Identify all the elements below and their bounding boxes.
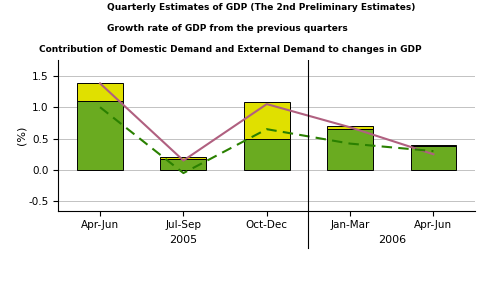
Bar	[160, 157, 206, 159]
Bar	[160, 159, 206, 170]
Bar	[409, 145, 455, 146]
Text: 2005: 2005	[169, 235, 197, 245]
Text: Contribution of Domestic Demand and External Demand to changes in GDP: Contribution of Domestic Demand and Exte…	[39, 45, 421, 54]
Bar	[327, 129, 372, 170]
Bar	[409, 146, 455, 170]
Bar	[243, 102, 289, 138]
Text: Growth rate of GDP from the previous quarters: Growth rate of GDP from the previous qua…	[106, 24, 347, 33]
Bar	[77, 101, 123, 170]
Bar	[327, 126, 372, 129]
Text: Quarterly Estimates of GDP (The 2nd Preliminary Estimates): Quarterly Estimates of GDP (The 2nd Prel…	[106, 3, 414, 12]
Text: 2006: 2006	[377, 235, 405, 245]
Bar	[77, 83, 123, 101]
Bar	[243, 138, 289, 170]
Y-axis label: (%): (%)	[17, 126, 27, 145]
